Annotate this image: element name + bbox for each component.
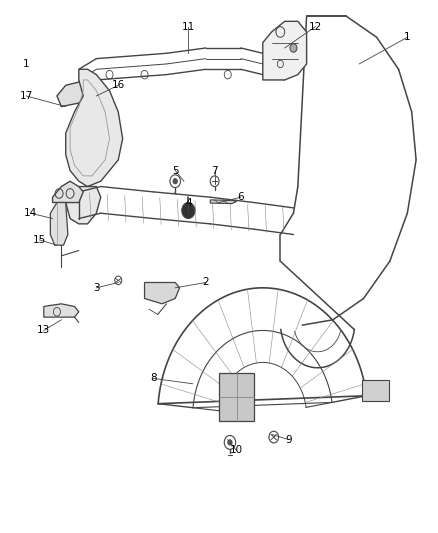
Text: 14: 14 xyxy=(24,208,37,218)
Text: 10: 10 xyxy=(230,446,243,455)
Text: 13: 13 xyxy=(37,326,50,335)
Polygon shape xyxy=(44,304,79,317)
Text: 1: 1 xyxy=(23,59,30,69)
Circle shape xyxy=(290,44,297,52)
Polygon shape xyxy=(53,181,83,203)
Text: 16: 16 xyxy=(112,80,125,90)
Circle shape xyxy=(173,179,177,184)
Circle shape xyxy=(182,203,195,219)
Text: 1: 1 xyxy=(404,33,411,42)
Polygon shape xyxy=(362,379,389,401)
Polygon shape xyxy=(219,373,254,421)
Polygon shape xyxy=(66,69,123,187)
Text: 3: 3 xyxy=(93,283,100,293)
Text: 6: 6 xyxy=(237,192,244,202)
Text: 9: 9 xyxy=(286,435,293,445)
Text: 11: 11 xyxy=(182,22,195,31)
Text: 5: 5 xyxy=(172,166,179,175)
Polygon shape xyxy=(210,200,237,204)
Polygon shape xyxy=(66,187,101,224)
Text: 8: 8 xyxy=(150,374,157,383)
Text: 17: 17 xyxy=(20,91,33,101)
Polygon shape xyxy=(50,203,68,245)
Text: 15: 15 xyxy=(33,235,46,245)
Text: 7: 7 xyxy=(211,166,218,175)
Polygon shape xyxy=(145,282,180,304)
Polygon shape xyxy=(263,21,307,80)
Text: 4: 4 xyxy=(185,198,192,207)
Polygon shape xyxy=(57,80,96,107)
Text: 12: 12 xyxy=(309,22,322,31)
Text: 2: 2 xyxy=(202,278,209,287)
Circle shape xyxy=(228,440,232,445)
